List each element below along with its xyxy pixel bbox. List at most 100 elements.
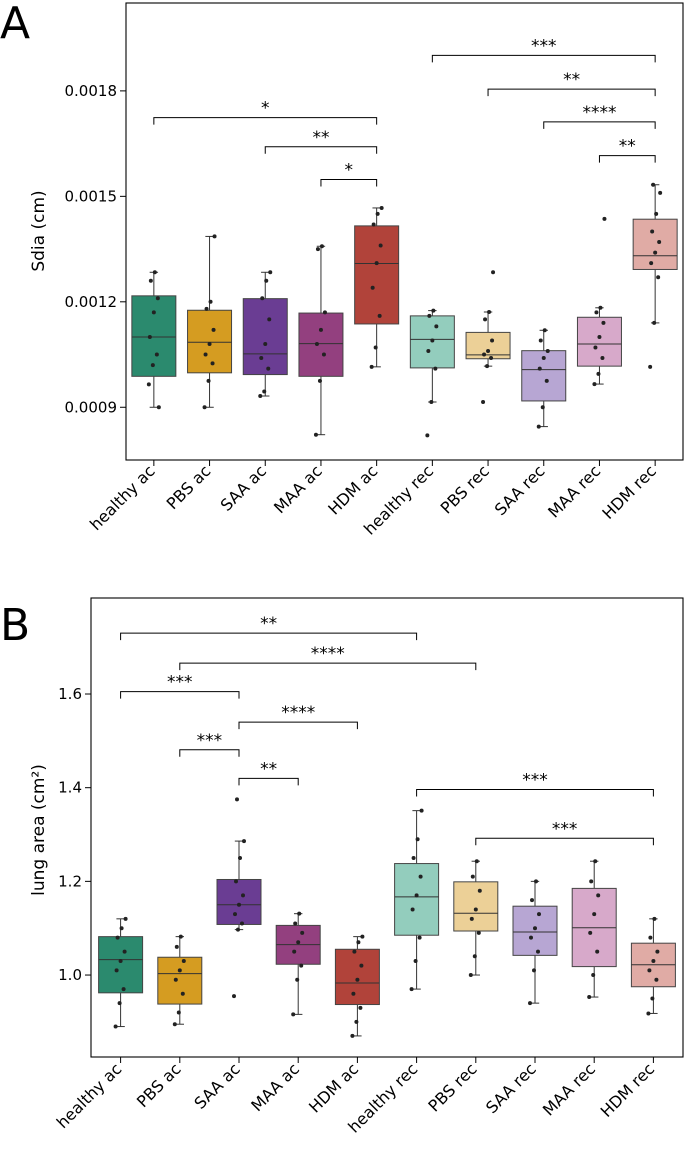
box-b-8: MAA rec bbox=[539, 859, 617, 1120]
box-body bbox=[131, 295, 177, 377]
category-label: SAA rec bbox=[482, 1059, 540, 1117]
panel-label-a: A bbox=[0, 0, 30, 49]
bracket-line bbox=[264, 146, 378, 154]
box-a-2: SAA ac bbox=[217, 270, 288, 515]
data-point bbox=[206, 378, 211, 383]
data-point bbox=[474, 859, 479, 864]
significance-label: ** bbox=[619, 137, 636, 157]
data-point bbox=[370, 285, 375, 290]
box-b-1: PBS ac bbox=[133, 934, 203, 1111]
data-point bbox=[483, 317, 488, 322]
data-point bbox=[154, 352, 159, 357]
bracket-line bbox=[598, 155, 656, 163]
significance-label: **** bbox=[311, 644, 345, 664]
data-point bbox=[117, 1001, 122, 1006]
data-point bbox=[115, 935, 120, 940]
data-point bbox=[409, 987, 414, 992]
significance-bracket-b-3: **** bbox=[238, 703, 358, 730]
data-point bbox=[485, 364, 490, 369]
data-point bbox=[486, 349, 491, 354]
data-point bbox=[431, 308, 436, 313]
data-point bbox=[545, 349, 550, 354]
data-point bbox=[472, 954, 477, 959]
data-point bbox=[651, 958, 656, 963]
data-point bbox=[529, 935, 533, 940]
bracket-line bbox=[120, 632, 418, 641]
data-point bbox=[658, 190, 663, 195]
significance-bracket-a-5: ** bbox=[598, 137, 656, 163]
data-point bbox=[426, 349, 431, 354]
category-label: HDM ac bbox=[324, 461, 381, 518]
box-body bbox=[157, 956, 203, 1005]
data-point bbox=[360, 934, 365, 939]
data-point bbox=[589, 879, 594, 884]
data-point bbox=[468, 973, 473, 978]
category-label: HDM ac bbox=[305, 1059, 362, 1116]
box-b-2: SAA ac bbox=[190, 797, 262, 1113]
plot-frame-b bbox=[90, 597, 684, 1058]
data-point bbox=[490, 338, 495, 343]
data-point bbox=[263, 341, 268, 346]
box-body bbox=[334, 948, 380, 1006]
data-point bbox=[537, 912, 541, 917]
significance-label: **** bbox=[582, 103, 616, 123]
data-point bbox=[236, 927, 240, 932]
y-tick-label-b: 1.0 bbox=[58, 966, 82, 984]
data-point bbox=[180, 991, 185, 996]
y-tick-label-b: 1.4 bbox=[58, 779, 82, 797]
box-body bbox=[298, 312, 344, 377]
data-point bbox=[425, 433, 430, 438]
y-tick-label-a: 0.0009 bbox=[65, 398, 118, 416]
data-point bbox=[268, 270, 273, 275]
category-label: healthy ac bbox=[86, 461, 159, 534]
box-body bbox=[465, 331, 511, 360]
data-point bbox=[648, 935, 653, 940]
data-point bbox=[156, 405, 161, 410]
significance-bracket-b-6: *** bbox=[416, 771, 654, 797]
data-point bbox=[293, 921, 298, 926]
y-tick-label-b: 1.2 bbox=[58, 872, 82, 890]
data-point bbox=[211, 327, 216, 332]
data-point bbox=[318, 327, 323, 332]
data-point bbox=[536, 424, 541, 429]
data-point bbox=[118, 958, 123, 963]
data-point bbox=[119, 926, 124, 931]
significance-bracket-b-0: ** bbox=[120, 614, 418, 641]
data-point bbox=[379, 205, 384, 210]
category-label: MAA ac bbox=[270, 461, 326, 517]
data-point bbox=[434, 324, 439, 329]
data-point bbox=[317, 378, 322, 383]
data-point bbox=[147, 334, 152, 339]
data-point bbox=[315, 247, 320, 252]
significance-bracket-b-1: **** bbox=[179, 644, 477, 671]
data-point bbox=[657, 240, 662, 245]
data-point bbox=[427, 313, 432, 318]
data-point bbox=[532, 968, 536, 973]
category-label: PBS rec bbox=[437, 461, 493, 517]
data-point bbox=[541, 356, 546, 361]
data-point bbox=[178, 934, 183, 939]
data-point bbox=[650, 996, 655, 1001]
data-point bbox=[292, 949, 297, 954]
box-body bbox=[187, 309, 233, 374]
data-point bbox=[260, 296, 265, 301]
data-point bbox=[538, 338, 543, 343]
significance-bracket-b-4: *** bbox=[179, 731, 240, 757]
data-point bbox=[300, 930, 305, 935]
data-point bbox=[476, 930, 481, 935]
data-point bbox=[652, 916, 657, 921]
bracket-line bbox=[416, 789, 654, 797]
data-point bbox=[650, 229, 655, 234]
data-point bbox=[350, 1033, 355, 1038]
data-point bbox=[295, 977, 300, 982]
data-point bbox=[355, 977, 360, 982]
category-label: PBS ac bbox=[133, 1059, 185, 1111]
data-point bbox=[656, 275, 661, 280]
data-point bbox=[473, 907, 478, 912]
data-point bbox=[174, 944, 179, 949]
data-point bbox=[542, 328, 547, 333]
data-point bbox=[544, 378, 549, 383]
data-point bbox=[172, 1022, 177, 1027]
data-point bbox=[652, 320, 657, 325]
data-point bbox=[415, 837, 420, 842]
